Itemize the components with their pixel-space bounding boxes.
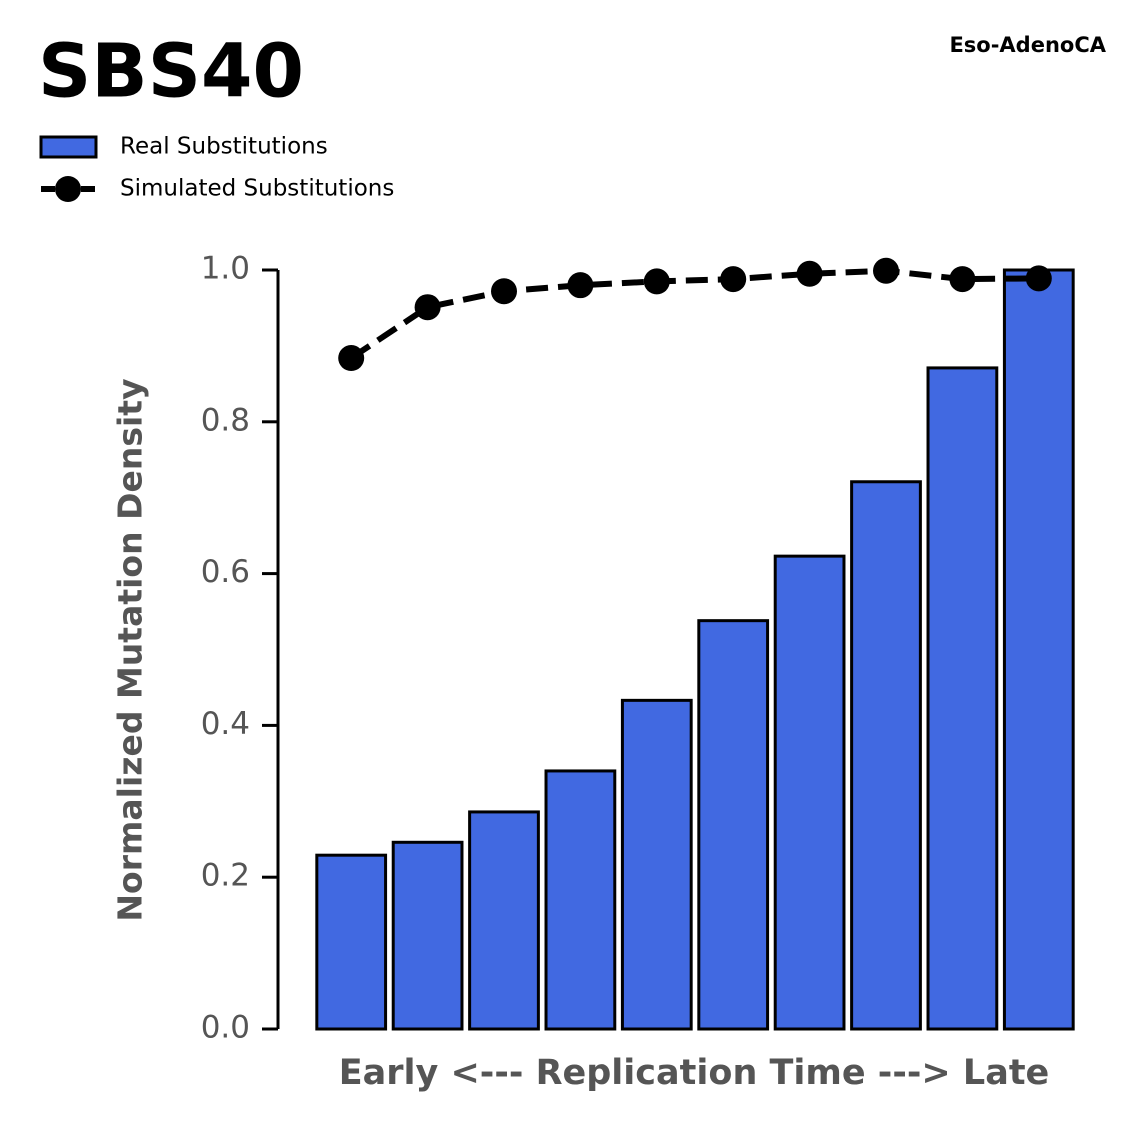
y-tick-label: 0.4 bbox=[201, 706, 250, 742]
point bbox=[720, 266, 747, 293]
bar bbox=[697, 619, 770, 1031]
y-axis-label: Normalized Mutation Density bbox=[111, 378, 150, 921]
chart-subtitle: Eso-AdenoCA bbox=[949, 33, 1106, 57]
point bbox=[414, 294, 441, 321]
point bbox=[567, 272, 594, 299]
legend-swatch bbox=[55, 176, 81, 202]
point bbox=[643, 268, 670, 295]
bar bbox=[850, 480, 922, 1031]
y-tick-label: 1.0 bbox=[201, 251, 250, 287]
y-tick-label: 0.8 bbox=[201, 402, 250, 438]
bar bbox=[620, 698, 693, 1031]
point bbox=[873, 257, 899, 284]
bar bbox=[773, 554, 846, 1031]
chart-title: SBS40 bbox=[38, 29, 304, 115]
bar bbox=[315, 853, 388, 1031]
point bbox=[949, 266, 976, 293]
point bbox=[796, 260, 823, 287]
bar bbox=[391, 840, 464, 1031]
legend-swatch bbox=[39, 135, 98, 159]
legend-label: Real Substitutions bbox=[120, 134, 328, 160]
bar bbox=[926, 366, 999, 1031]
bar bbox=[544, 769, 617, 1031]
point bbox=[338, 345, 365, 372]
y-tick-label: 0.0 bbox=[201, 1010, 250, 1046]
y-tick-label: 0.6 bbox=[201, 554, 250, 590]
line bbox=[349, 267, 1039, 361]
bar bbox=[1002, 268, 1075, 1031]
x-axis-label: Early <--- Replication Time ---> Late bbox=[339, 1053, 1050, 1093]
legend-label: Simulated Substitutions bbox=[120, 176, 394, 202]
y-tick-label: 0.2 bbox=[201, 858, 250, 894]
point bbox=[1025, 265, 1052, 292]
bar bbox=[468, 810, 540, 1031]
point bbox=[491, 278, 517, 305]
